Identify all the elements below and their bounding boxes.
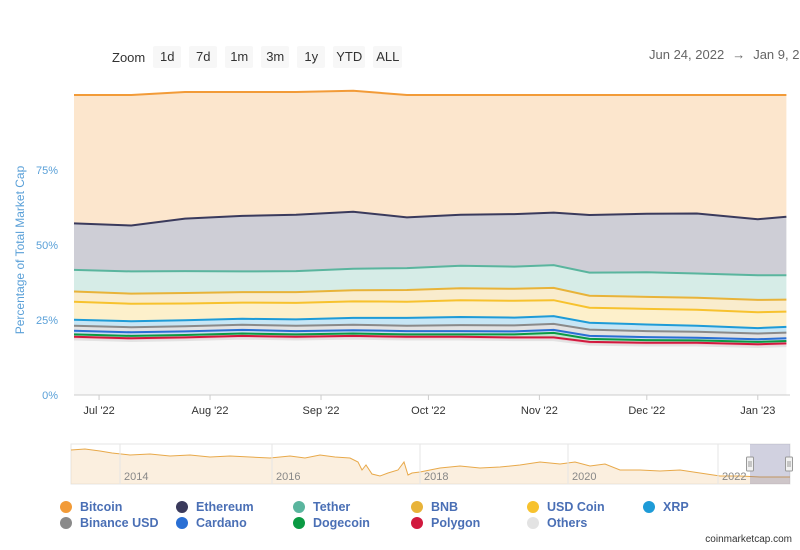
- legend-label: Cardano: [196, 515, 247, 530]
- navigator-label: 2014: [124, 471, 148, 483]
- line-others: [73, 337, 787, 349]
- credit-text: coinmarketcap.com: [705, 534, 792, 545]
- legend: Bitcoin Ethereum Tether BNB USD Coin XRP Binan…: [60, 499, 780, 533]
- legend-item-others[interactable]: Others: [527, 515, 587, 530]
- date-from-input[interactable]: Jun 24, 2022: [649, 47, 725, 62]
- x-tick-label: Jan '23: [740, 405, 775, 417]
- legend-item-ethereum[interactable]: Ethereum: [176, 499, 254, 514]
- legend-marker: [293, 500, 305, 513]
- line-polygon: [73, 334, 787, 346]
- legend-label: BNB: [431, 499, 459, 514]
- zoom-1y-button[interactable]: 1y: [297, 46, 326, 68]
- zoom-ytd-button[interactable]: YTD: [333, 46, 366, 68]
- date-range: Jun 24, 2022 → Jan 9, 2: [649, 47, 799, 62]
- legend-item-tether[interactable]: Tether: [293, 499, 350, 514]
- y-tick-label: 25%: [36, 315, 58, 327]
- line-ethereum: [73, 210, 787, 227]
- legend-label: XRP: [663, 499, 689, 514]
- line-bitcoin: [74, 89, 787, 96]
- navigator-handle-right[interactable]: [785, 456, 793, 472]
- zoom-3m-button[interactable]: 3m: [261, 46, 290, 68]
- x-tick-label: Aug '22: [192, 405, 229, 417]
- x-tick-label: Dec '22: [628, 405, 665, 417]
- area-others: [74, 338, 787, 395]
- navigator-label: 2016: [276, 471, 300, 483]
- y-axis-title: Percentage of Total Market Cap: [13, 165, 27, 334]
- legend-label: Bitcoin: [80, 499, 123, 514]
- zoom-all-button[interactable]: ALL: [373, 46, 403, 68]
- y-tick-label: 75%: [36, 165, 58, 177]
- navigator-label: 2018: [424, 471, 448, 483]
- legend-label: Ethereum: [196, 499, 254, 514]
- zoom-1m-button[interactable]: 1m: [225, 46, 254, 68]
- legend-marker: [411, 500, 423, 513]
- legend-marker: [60, 516, 72, 529]
- legend-label: Polygon: [431, 515, 481, 530]
- navigator-label: 2022: [722, 471, 746, 483]
- zoom-7d-button[interactable]: 7d: [189, 46, 218, 68]
- market-cap-chart: 0% 25% 50% 75% Percentage of Total Market Ca…: [13, 89, 793, 485]
- date-to-input[interactable]: Jan 9, 2: [753, 47, 800, 62]
- area-bitcoin: [74, 90, 787, 226]
- line-bnb: [73, 286, 787, 301]
- legend-marker: [527, 516, 539, 529]
- legend-marker: [643, 500, 655, 513]
- legend-marker: [293, 516, 305, 529]
- line-xrp: [73, 315, 787, 330]
- legend-item-cardano[interactable]: Cardano: [176, 515, 247, 530]
- zoom-1d-button[interactable]: 1d: [153, 46, 182, 68]
- legend-marker: [176, 516, 188, 529]
- navigator-label: 2020: [572, 471, 596, 483]
- navigator-line: [70, 448, 790, 478]
- legend-label: Others: [547, 515, 588, 530]
- legend-marker: [60, 500, 72, 513]
- legend-item-polygon[interactable]: Polygon: [411, 515, 480, 530]
- y-tick-label: 0%: [42, 390, 58, 402]
- line-dogecoin: [73, 331, 787, 343]
- date-range-arrow: →: [732, 47, 746, 62]
- navigator-area: [71, 449, 790, 484]
- navigator-panel[interactable]: [70, 443, 791, 485]
- legend-marker: [527, 500, 539, 513]
- legend-label: Dogecoin: [313, 515, 370, 530]
- range-selector: Zoom 1d 7d 1m 3m 1y YTD ALL: [112, 45, 410, 69]
- x-tick-label: Jul '22: [83, 405, 114, 417]
- legend-item-xrp[interactable]: XRP: [643, 499, 689, 514]
- x-tick-label: Nov '22: [521, 405, 558, 417]
- legend-item-dogecoin[interactable]: Dogecoin: [293, 515, 370, 530]
- line-usd-coin: [73, 299, 787, 314]
- x-tick-label: Sep '22: [303, 405, 340, 417]
- line-tether: [73, 264, 787, 277]
- navigator-handle-left[interactable]: [746, 456, 754, 472]
- legend-label: Binance USD: [80, 515, 159, 530]
- legend-label: Tether: [313, 499, 351, 514]
- line-binance-usd: [73, 322, 787, 335]
- legend-item-binance-usd[interactable]: Binance USD: [60, 515, 159, 530]
- legend-marker: [176, 500, 188, 513]
- navigator-selection[interactable]: [750, 444, 790, 484]
- legend-item-bitcoin[interactable]: Bitcoin: [60, 499, 122, 514]
- line-cardano: [73, 328, 787, 341]
- area-usd-coin: [74, 300, 787, 329]
- y-tick-label: 50%: [36, 240, 58, 252]
- legend-item-bnb[interactable]: BNB: [411, 499, 458, 514]
- legend-label: USD Coin: [547, 499, 605, 514]
- x-tick-label: Oct '22: [411, 405, 446, 417]
- legend-item-usd-coin[interactable]: USD Coin: [527, 499, 605, 514]
- area-ethereum: [74, 211, 787, 276]
- legend-marker: [411, 516, 423, 529]
- zoom-label: Zoom: [112, 49, 146, 65]
